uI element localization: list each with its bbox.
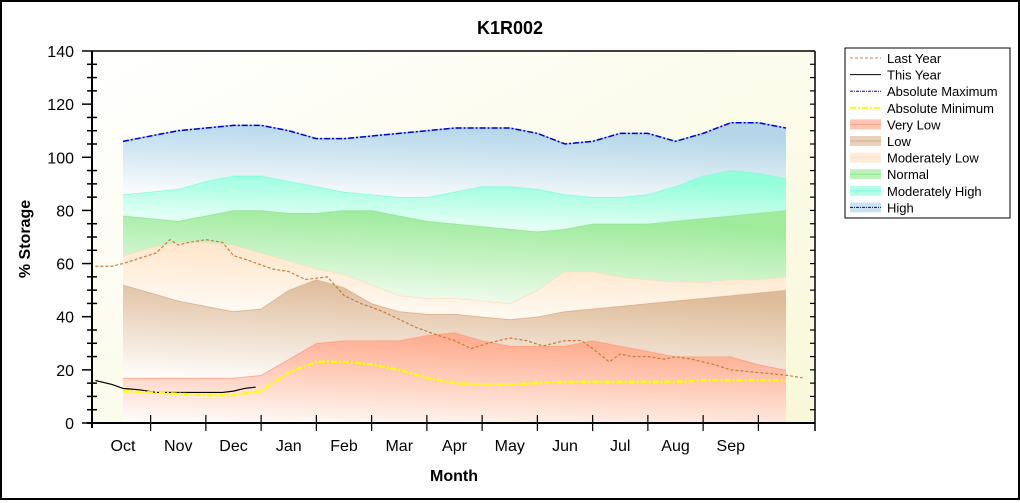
legend-label: Normal <box>887 167 929 182</box>
y-tick-label: 0 <box>65 416 74 433</box>
legend-label: Last Year <box>887 51 942 66</box>
band-low <box>123 279 786 378</box>
axes-layer: 0 20 40 60 80 100 120 140 Oct Nov Dec Jan Feb Mar Apr M… <box>47 44 816 455</box>
chart-title: K1R002 <box>477 18 543 38</box>
y-tick-label: 20 <box>56 363 74 380</box>
series-layer <box>95 121 803 397</box>
legend-label: Moderately Low <box>887 151 979 166</box>
x-tick-label: Mar <box>385 438 413 455</box>
legend-label: Low <box>887 134 911 149</box>
x-tick-label: Jan <box>276 438 302 455</box>
legend-label: Absolute Minimum <box>887 101 994 116</box>
x-tick-label: Feb <box>330 438 358 455</box>
x-tick-label: May <box>495 438 525 455</box>
series-this-year <box>95 379 256 394</box>
y-tick-label: 100 <box>47 150 74 167</box>
band-normal <box>123 210 786 304</box>
y-tick-label: 40 <box>56 310 74 327</box>
x-tick-label: Nov <box>164 438 192 455</box>
series-absolute-minimum <box>122 360 786 397</box>
y-tick-label: 140 <box>47 44 74 61</box>
series-last-year <box>95 238 803 379</box>
band-high <box>123 122 786 198</box>
band-moderately-high <box>123 170 786 232</box>
x-tick-label: Sep <box>717 438 746 455</box>
x-tick-label: Dec <box>219 438 247 455</box>
legend-label: High <box>887 200 914 215</box>
x-tick-label: Jul <box>610 438 630 455</box>
x-tick-label: Oct <box>111 438 136 455</box>
x-tick-label: Jun <box>552 438 578 455</box>
legend-label: Absolute Maximum <box>887 84 998 99</box>
series-absolute-maximum <box>122 121 787 145</box>
y-tick-label: 120 <box>47 97 74 114</box>
legend-label: This Year <box>887 68 942 83</box>
x-axis-label: Month <box>430 468 478 485</box>
x-tick-label: Aug <box>661 438 689 455</box>
y-axis-label: % Storage <box>17 200 34 278</box>
legend-label: Very Low <box>887 117 941 132</box>
y-tick-label: 60 <box>56 257 74 274</box>
band-very-low <box>123 332 786 423</box>
x-tick-label: Apr <box>442 438 468 455</box>
y-tick-label: 80 <box>56 203 74 220</box>
legend-label: Moderately High <box>887 184 982 199</box>
legend-swatch <box>850 202 881 213</box>
bands-layer <box>122 121 787 423</box>
